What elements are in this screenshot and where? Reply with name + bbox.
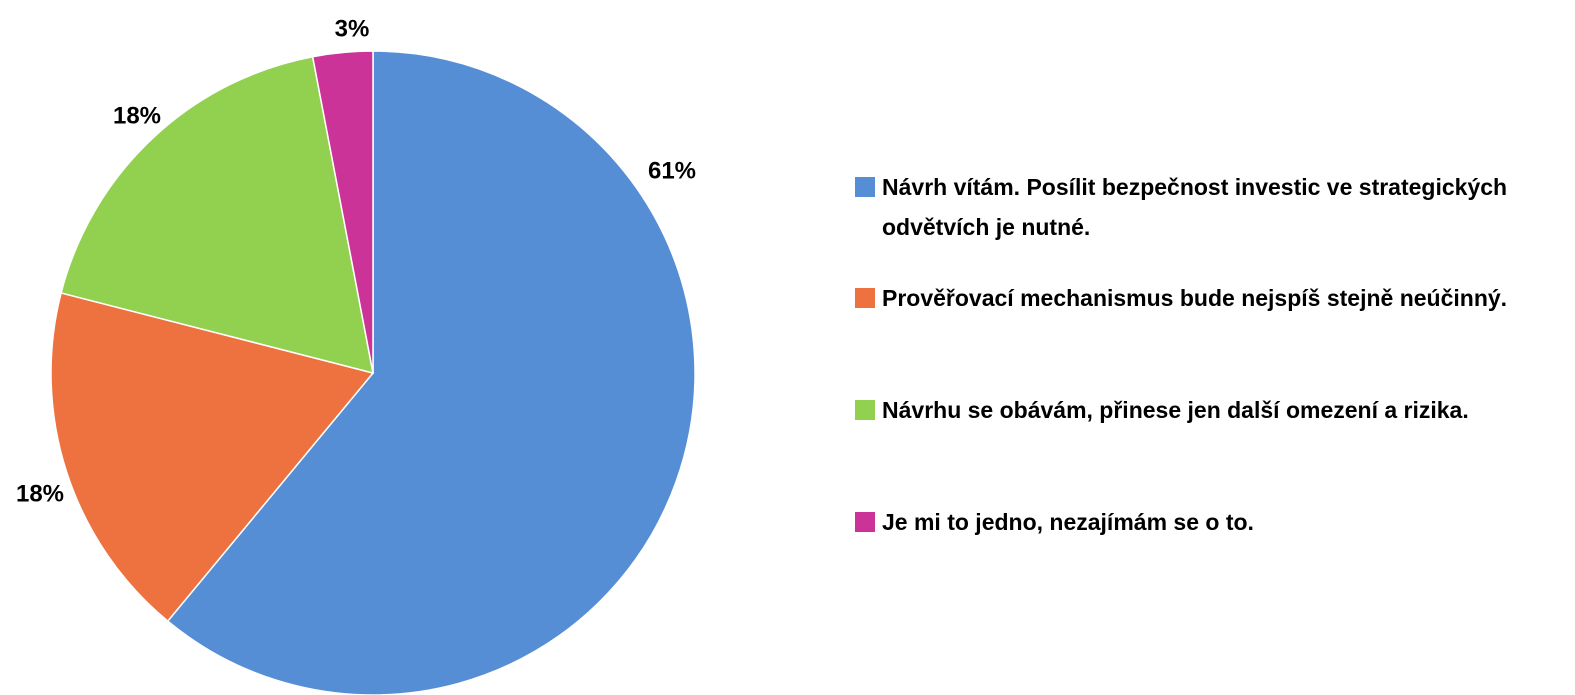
legend-item: Návrh vítám. Posílit bezpečnost investic… — [855, 167, 1570, 247]
pie-slice — [60, 55, 374, 375]
pie-slice — [50, 292, 375, 623]
pie-slice — [311, 50, 374, 374]
legend-swatch — [855, 288, 875, 308]
legend-label: Návrhu se obávám, přinese jen další omez… — [882, 397, 1469, 423]
data-label: 61% — [648, 157, 696, 184]
legend-swatch — [855, 400, 875, 420]
legend-item: Je mi to jedno, nezajímám se o to. — [855, 502, 1570, 542]
legend-label: Návrh vítám. Posílit bezpečnost investic… — [882, 174, 1508, 240]
legend-swatch — [855, 177, 875, 197]
data-label: 3% — [335, 15, 370, 42]
legend-swatch — [855, 512, 875, 532]
legend-label: Je mi to jedno, nezajímám se o to. — [882, 509, 1254, 535]
pie-slice — [166, 50, 696, 695]
data-label: 18% — [113, 102, 161, 129]
data-label: 18% — [16, 480, 64, 507]
legend-item: Prověřovací mechanismus bude nejspíš ste… — [855, 278, 1570, 318]
legend-item: Návrhu se obávám, přinese jen další omez… — [855, 390, 1570, 430]
legend-label: Prověřovací mechanismus bude nejspíš ste… — [882, 285, 1508, 311]
chart: 61% 18% 18% 3% — [16, 15, 696, 695]
